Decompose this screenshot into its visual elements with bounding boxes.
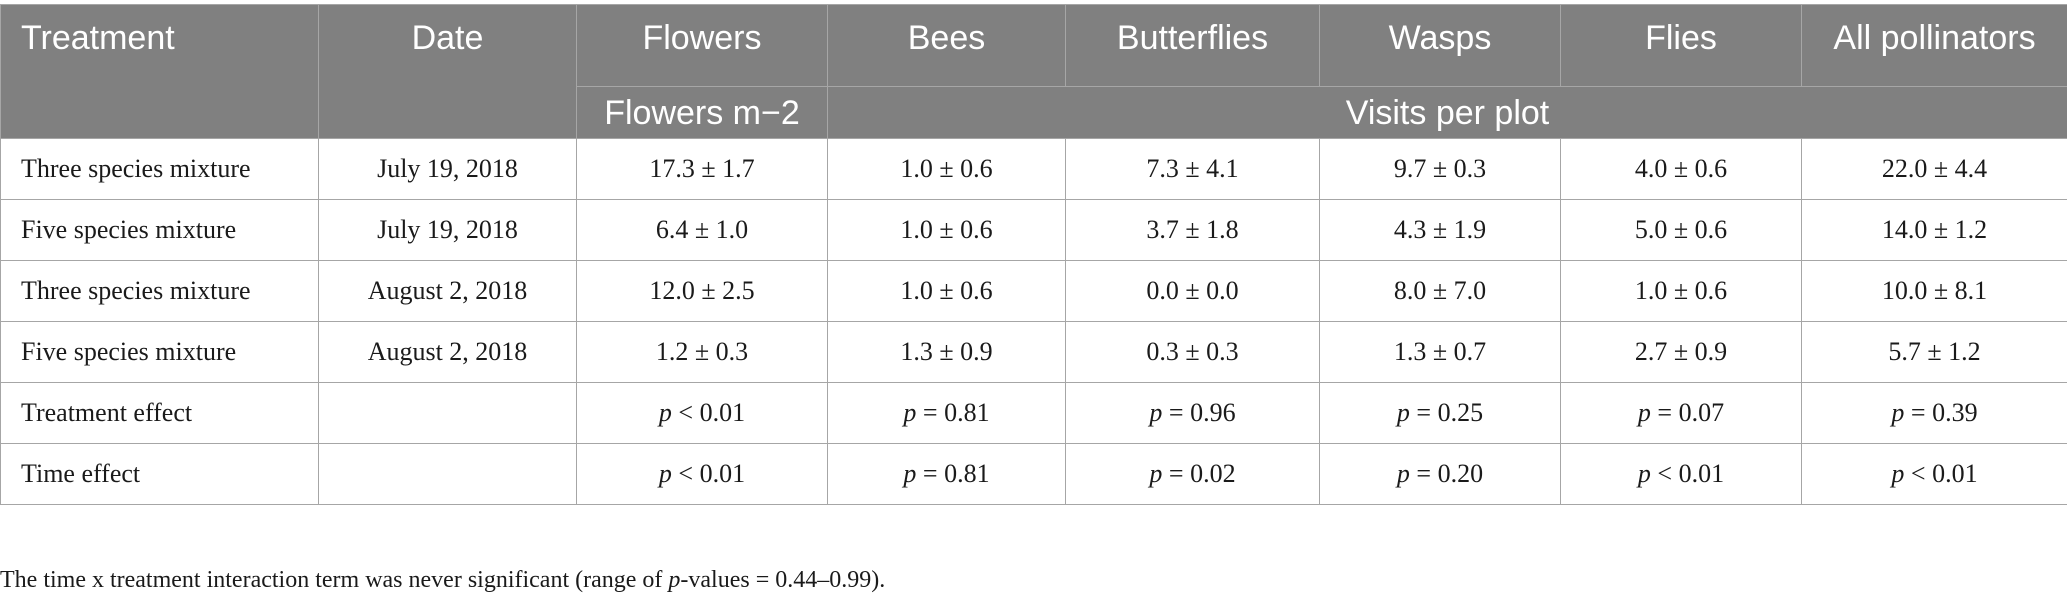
table-body: Three species mixture July 19, 2018 17.3 ±… [0,138,2067,505]
p-value: = 0.81 [916,398,990,427]
cell-date: July 19, 2018 [318,199,577,261]
cell-flowers: 17.3 ± 1.7 [576,138,828,200]
cell-flowers: 6.4 ± 1.0 [576,199,828,261]
p-value: < 0.01 [1650,459,1725,488]
p-value: = 0.02 [1162,459,1236,488]
cell-wasps: 9.7 ± 0.3 [1319,138,1561,200]
cell-pvalue-wasps: p = 0.25 [1319,382,1561,444]
header-flowers: Flowers [576,4,828,87]
cell-all: 5.7 ± 1.2 [1801,321,2067,383]
p-value: < 0.01 [671,459,746,488]
cell-wasps: 1.3 ± 0.7 [1319,321,1561,383]
cell-bees: 1.0 ± 0.6 [827,199,1066,261]
cell-treatment: Three species mixture [0,138,319,200]
cell-flies: 1.0 ± 0.6 [1560,260,1802,322]
p-value: = 0.25 [1409,398,1484,427]
p-symbol: p [658,398,672,427]
cell-pvalue-butterflies: p = 0.96 [1065,382,1320,444]
cell-effect-label: Time effect [0,443,319,505]
header-all-pollinators: All pollinators [1801,4,2067,87]
cell-pvalue-flies: p = 0.07 [1560,382,1802,444]
cell-all: 10.0 ± 8.1 [1801,260,2067,322]
cell-date: August 2, 2018 [318,260,577,322]
cell-treatment: Five species mixture [0,199,319,261]
header-wasps: Wasps [1319,4,1561,87]
header-date: Date [318,4,577,139]
cell-flies: 2.7 ± 0.9 [1560,321,1802,383]
p-symbol: p [903,459,917,488]
p-symbol: p [1637,459,1651,488]
cell-date: August 2, 2018 [318,321,577,383]
header-unit-flowers: Flowers m−2 [576,86,828,139]
p-symbol: p [1637,398,1651,427]
cell-bees: 1.3 ± 0.9 [827,321,1066,383]
header-flies: Flies [1560,4,1802,87]
effect-row: Time effect p < 0.01 p = 0.81 p = 0.02 p = 0… [0,443,2067,505]
header-butterflies: Butterflies [1065,4,1320,87]
cell-flies: 5.0 ± 0.6 [1560,199,1802,261]
table-footnote: The time x treatment interaction term wa… [0,565,885,595]
header-treatment: Treatment [0,4,319,139]
cell-pvalue-flies: p < 0.01 [1560,443,1802,505]
cell-date-empty [318,443,577,505]
p-symbol: p [1396,459,1410,488]
cell-wasps: 4.3 ± 1.9 [1319,199,1561,261]
cell-pvalue-flowers: p < 0.01 [576,382,828,444]
cell-pvalue-bees: p = 0.81 [827,443,1066,505]
cell-treatment: Five species mixture [0,321,319,383]
header-bees: Bees [827,4,1066,87]
effect-row: Treatment effect p < 0.01 p = 0.81 p = 0.96… [0,382,2067,444]
cell-effect-label: Treatment effect [0,382,319,444]
header-unit-visits: Visits per plot [827,86,2067,139]
cell-bees: 1.0 ± 0.6 [827,138,1066,200]
cell-date-empty [318,382,577,444]
cell-pvalue-flowers: p < 0.01 [576,443,828,505]
cell-butterflies: 0.0 ± 0.0 [1065,260,1320,322]
cell-pvalue-bees: p = 0.81 [827,382,1066,444]
p-value: = 0.81 [916,459,990,488]
table-row: Five species mixture July 19, 2018 6.4 ± 1… [0,199,2067,261]
p-symbol: p [1891,459,1905,488]
p-symbol: p [903,398,917,427]
cell-flies: 4.0 ± 0.6 [1560,138,1802,200]
p-symbol: p [1149,398,1163,427]
p-value: < 0.01 [671,398,746,427]
table-row: Three species mixture July 19, 2018 17.3 ±… [0,138,2067,200]
p-symbol: p [658,459,672,488]
cell-pvalue-all: p = 0.39 [1801,382,2067,444]
table-row: Three species mixture August 2, 2018 12.0 … [0,260,2067,322]
footnote-suffix: -values = 0.44–0.99). [680,567,886,593]
cell-butterflies: 7.3 ± 4.1 [1065,138,1320,200]
cell-treatment: Three species mixture [0,260,319,322]
p-value: = 0.20 [1409,459,1484,488]
cell-all: 22.0 ± 4.4 [1801,138,2067,200]
cell-flowers: 12.0 ± 2.5 [576,260,828,322]
cell-date: July 19, 2018 [318,138,577,200]
cell-butterflies: 3.7 ± 1.8 [1065,199,1320,261]
pollinator-visits-table: Treatment Date Flowers Bees Butterflies … [0,4,2067,505]
cell-all: 14.0 ± 1.2 [1801,199,2067,261]
p-symbol: p [1891,398,1905,427]
p-value: = 0.07 [1650,398,1725,427]
p-symbol: p [1149,459,1163,488]
cell-butterflies: 0.3 ± 0.3 [1065,321,1320,383]
cell-pvalue-wasps: p = 0.20 [1319,443,1561,505]
p-symbol: p [1396,398,1410,427]
p-value: = 0.96 [1162,398,1236,427]
cell-pvalue-all: p < 0.01 [1801,443,2067,505]
p-value: = 0.39 [1904,398,1978,427]
table-row: Five species mixture August 2, 2018 1.2 ± … [0,321,2067,383]
cell-wasps: 8.0 ± 7.0 [1319,260,1561,322]
footnote-p-symbol: p [668,567,681,593]
cell-bees: 1.0 ± 0.6 [827,260,1066,322]
p-value: < 0.01 [1904,459,1978,488]
cell-flowers: 1.2 ± 0.3 [576,321,828,383]
cell-pvalue-butterflies: p = 0.02 [1065,443,1320,505]
footnote-prefix: The time x treatment interaction term wa… [0,567,669,593]
